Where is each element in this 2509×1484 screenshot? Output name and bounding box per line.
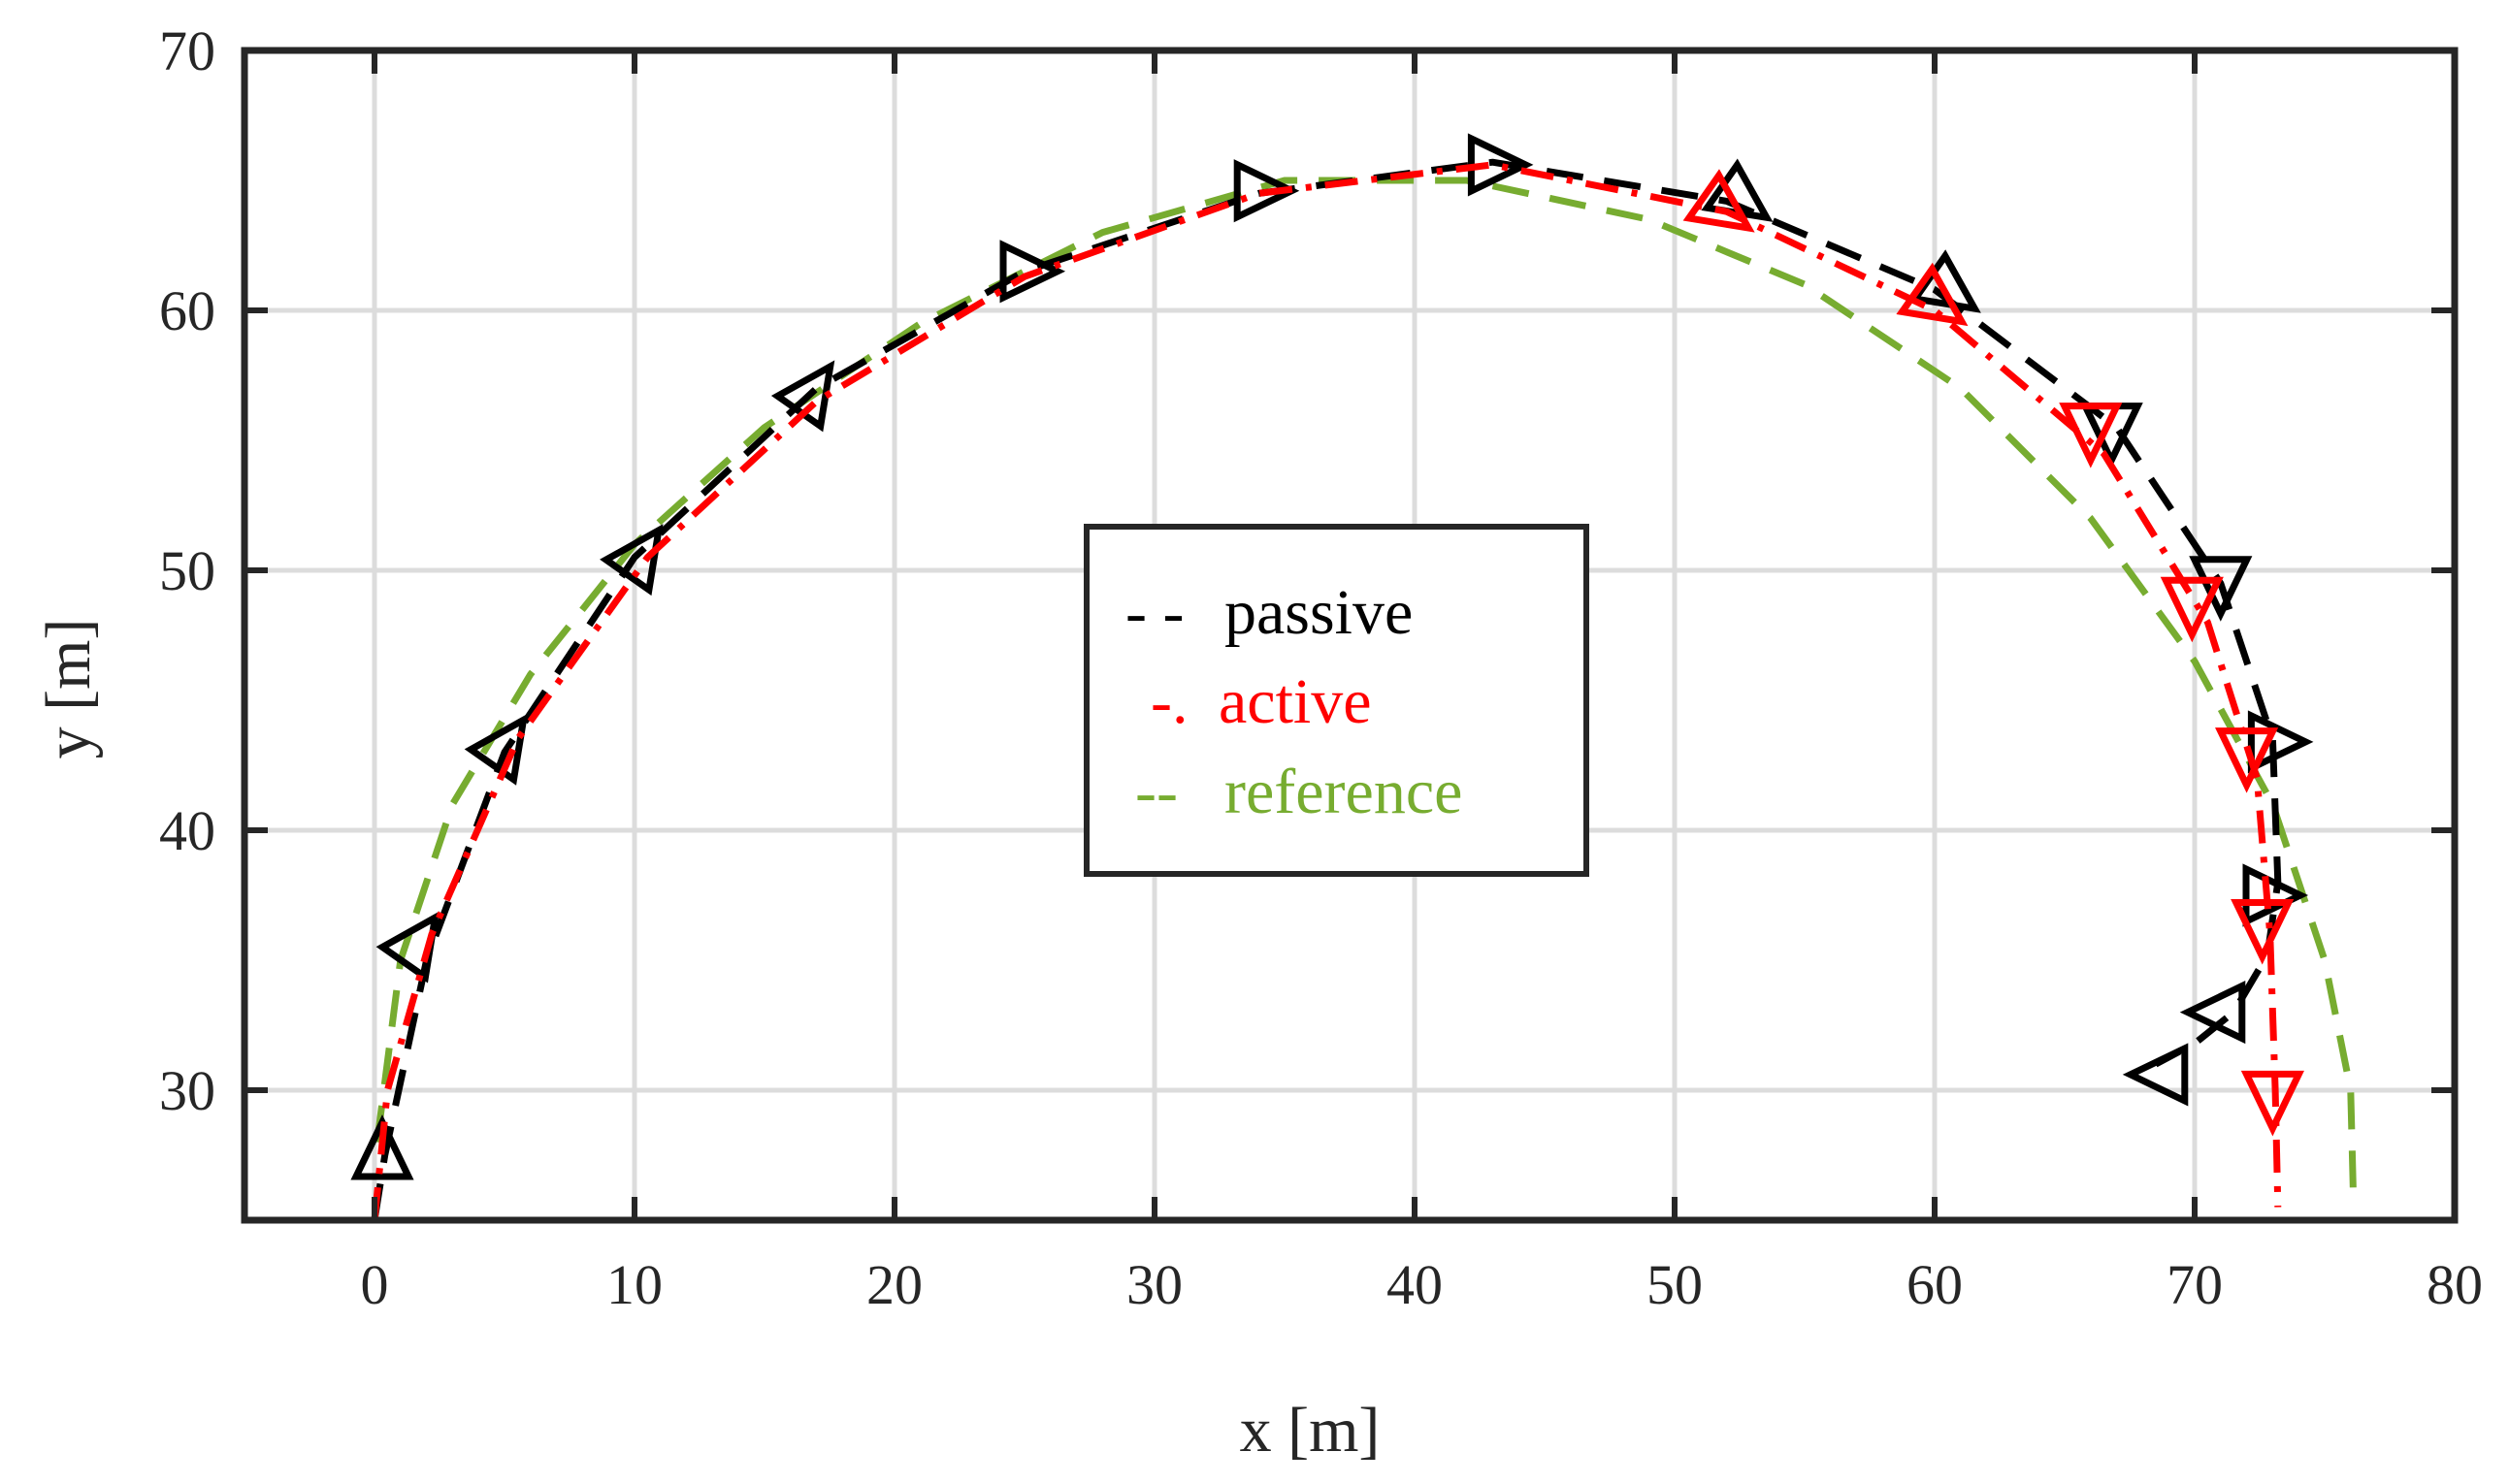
x-tick-label: 10: [606, 1253, 663, 1316]
marker-passive: [2247, 710, 2314, 774]
legend-label-active: active: [1219, 666, 1372, 737]
y-tick-label: 70: [159, 19, 215, 82]
marker-passive: [350, 1113, 414, 1180]
y-tick-label: 30: [159, 1059, 215, 1122]
marker-passive: [1233, 159, 1300, 223]
marker-passive: [999, 240, 1066, 304]
marker-active: [2215, 727, 2279, 793]
legend-marker-reference: --: [1135, 757, 1178, 827]
marker-active: [2240, 1070, 2304, 1137]
marker-passive: [2189, 556, 2253, 622]
series-line-active: [371, 161, 2282, 1221]
legend-marker-active: -.: [1151, 666, 1188, 737]
x-axis-label: x [m]: [1240, 1395, 1381, 1466]
y-axis-label: y [m]: [33, 619, 104, 759]
legend-marker-passive: - -: [1125, 577, 1184, 648]
x-tick-label: 70: [2167, 1253, 2223, 1316]
marker-active: [2059, 403, 2123, 468]
marker-passive: [2242, 863, 2309, 927]
marker-passive: [464, 713, 529, 786]
x-tick-label: 40: [1386, 1253, 1443, 1316]
marker-passive: [600, 524, 664, 597]
x-tick-label: 30: [1126, 1253, 1183, 1316]
x-tick-label: 50: [1646, 1253, 1703, 1316]
marker-passive: [770, 360, 835, 433]
series-layer: [350, 133, 2357, 1221]
x-tick-label: 0: [361, 1253, 389, 1316]
marker-active: [1896, 262, 1969, 327]
y-tick-label: 50: [159, 539, 215, 602]
y-tick-label: 60: [159, 279, 215, 342]
tick-labels: 0 10 20 30 40 50 60 70 80 30 40 50 60 70: [159, 19, 2483, 1316]
marker-active: [2160, 576, 2224, 643]
x-tick-label: 80: [2427, 1253, 2483, 1316]
marker-active: [2231, 899, 2295, 965]
legend: - - passive -. active -- reference: [1084, 524, 1589, 877]
legend-box: [1084, 524, 1589, 877]
x-tick-label: 60: [1906, 1253, 1963, 1316]
marker-passive: [2179, 981, 2246, 1045]
series-line-reference: [374, 177, 2357, 1195]
legend-label-passive: passive: [1224, 577, 1413, 648]
axes-frame: [241, 47, 2459, 1224]
legend-label-reference: reference: [1224, 757, 1462, 827]
axes: [241, 47, 2459, 1224]
marker-active: [1682, 169, 1755, 233]
series-line-passive: [371, 158, 2282, 1221]
x-tick-label: 20: [866, 1253, 923, 1316]
marker-passive: [2122, 1043, 2189, 1107]
y-tick-label: 40: [159, 799, 215, 862]
